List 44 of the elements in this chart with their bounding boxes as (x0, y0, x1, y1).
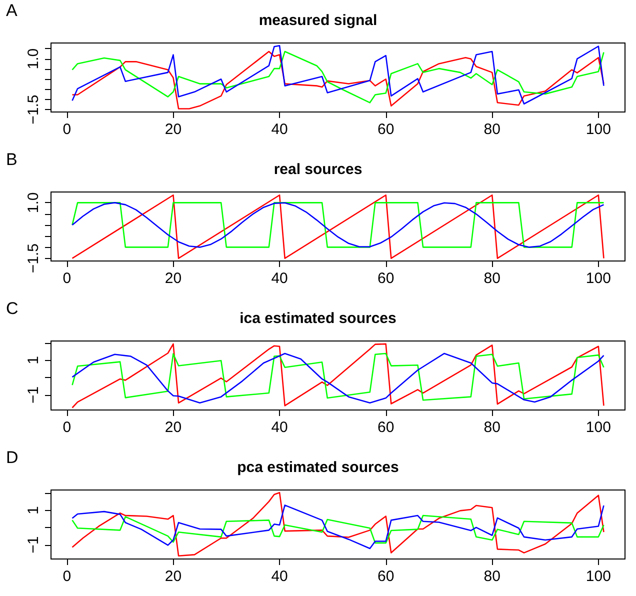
y-tick-label: −1.5 (25, 244, 42, 274)
text: D (6, 448, 18, 467)
y-tick-label: 1.0 (25, 192, 42, 214)
x-tick-label: 80 (484, 568, 500, 585)
x-tick-label: 80 (484, 419, 500, 436)
x-tick-label: 40 (271, 419, 288, 436)
x-tick-label: 100 (586, 568, 611, 585)
line-series (72, 343, 604, 408)
x-tick-label: 20 (164, 568, 182, 585)
chart-title: ica estimated sources (240, 310, 396, 327)
y-tick-label: −1.5 (25, 94, 42, 124)
x-tick-label: 0 (62, 121, 72, 138)
y-tick-label: −1 (25, 386, 42, 404)
y-tick-label: 1.0 (25, 48, 42, 70)
chart-title: real sources (274, 161, 362, 178)
chart-title: pca estimated sources (237, 459, 399, 476)
x-tick-label: 20 (164, 121, 182, 138)
y-tick-label: −1 (25, 536, 42, 554)
x-tick-label: 40 (271, 568, 288, 585)
x-tick-label: 60 (377, 270, 394, 287)
x-tick-label: 40 (271, 270, 288, 287)
line-series (72, 514, 604, 544)
x-tick-label: 20 (164, 270, 182, 287)
text: A (6, 1, 18, 20)
y-tick-label: 1 (25, 356, 42, 364)
x-tick-label: 20 (164, 419, 182, 436)
line-series (72, 504, 604, 550)
x-tick-label: 60 (377, 419, 394, 436)
x-tick-label: 60 (377, 121, 394, 138)
x-tick-label: 0 (62, 270, 72, 287)
x-tick-label: 80 (484, 270, 500, 287)
x-tick-label: 80 (484, 121, 500, 138)
chart-title: measured signal (258, 12, 378, 29)
text: B (6, 150, 18, 169)
x-tick-label: 60 (377, 568, 394, 585)
x-tick-label: 40 (271, 121, 288, 138)
x-tick-label: 100 (586, 270, 611, 287)
line-series (72, 492, 604, 557)
x-tick-label: 0 (62, 568, 72, 585)
x-tick-label: 100 (586, 121, 611, 138)
x-tick-label: 100 (586, 419, 611, 436)
text: C (6, 299, 18, 318)
x-tick-label: 0 (62, 419, 72, 436)
y-tick-label: 1 (25, 506, 42, 515)
